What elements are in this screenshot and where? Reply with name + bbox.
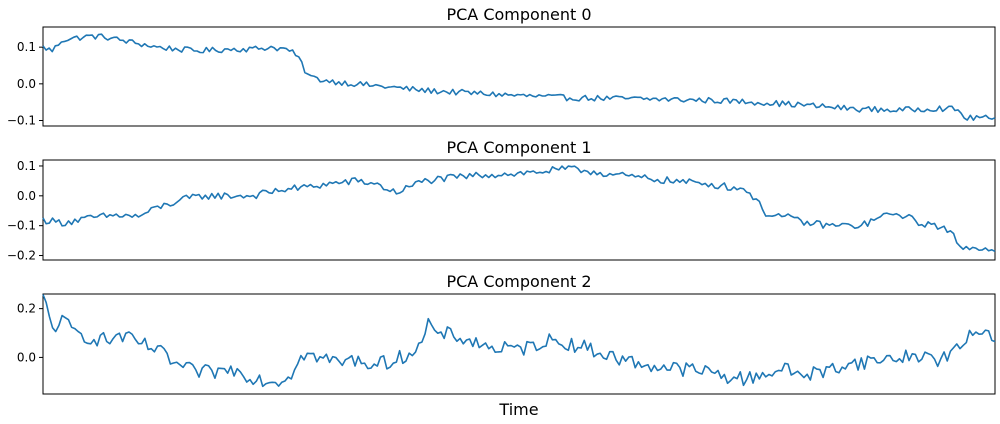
y-tick-label: 0.1	[17, 40, 36, 54]
y-axis-ticks: −0.2 −0.1 0.0 0.1	[7, 159, 43, 263]
pca-component-2-panel: PCA Component 2 0.0 0.2	[17, 272, 996, 395]
series-line	[42, 33, 996, 121]
y-axis-ticks: −0.1 0.0 0.1	[7, 40, 43, 128]
series-line	[42, 294, 996, 388]
chart-title: PCA Component 1	[446, 138, 591, 157]
y-tick-label: 0.0	[17, 350, 36, 364]
plot-area	[42, 293, 996, 395]
y-tick-label: 0.0	[17, 189, 36, 203]
y-tick-label: −0.2	[7, 249, 36, 263]
y-tick-label: 0.2	[17, 302, 36, 316]
y-tick-label: 0.0	[17, 77, 36, 91]
pca-component-0-panel: PCA Component 0 −0.1 0.0 0.1	[7, 5, 996, 128]
plot-area	[42, 26, 996, 127]
y-tick-label: −0.1	[7, 219, 36, 233]
chart-title: PCA Component 2	[446, 272, 591, 291]
chart-title: PCA Component 0	[446, 5, 591, 24]
y-tick-label: 0.1	[17, 159, 36, 173]
plot-area	[42, 159, 996, 261]
pca-component-1-panel: PCA Component 1 −0.2 −0.1 0.0 0.1	[7, 138, 996, 263]
y-tick-label: −0.1	[7, 114, 36, 128]
series-line	[42, 165, 996, 253]
y-axis-ticks: 0.0 0.2	[17, 302, 43, 364]
x-axis-label: Time	[498, 400, 538, 419]
